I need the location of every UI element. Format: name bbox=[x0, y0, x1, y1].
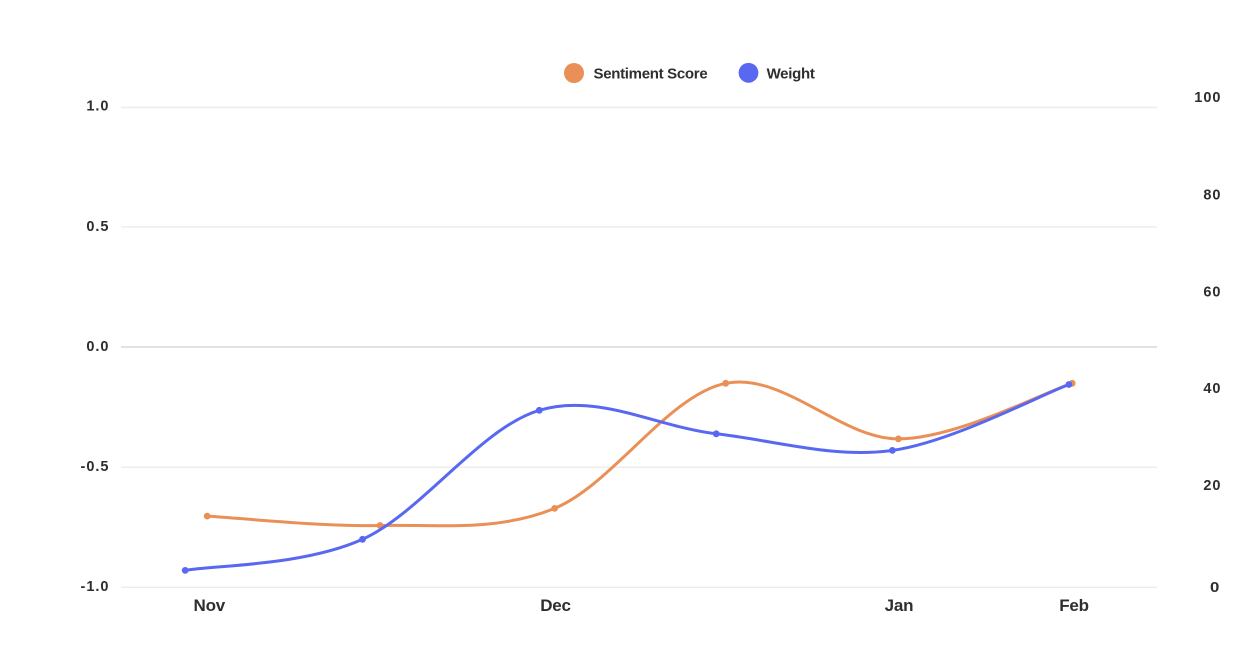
svg-text:1.0: 1.0 bbox=[86, 99, 109, 115]
svg-text:Weight: Weight bbox=[767, 66, 815, 83]
svg-text:Sentiment Score: Sentiment Score bbox=[594, 66, 708, 83]
svg-text:-1.0: -1.0 bbox=[81, 579, 110, 595]
svg-text:40: 40 bbox=[1203, 381, 1221, 397]
svg-text:Nov: Nov bbox=[194, 596, 226, 615]
svg-text:60: 60 bbox=[1203, 284, 1221, 300]
svg-text:Dec: Dec bbox=[540, 596, 571, 615]
svg-text:0.5: 0.5 bbox=[86, 219, 109, 235]
svg-text:Feb: Feb bbox=[1059, 596, 1089, 615]
svg-text:100: 100 bbox=[1194, 90, 1221, 106]
svg-text:80: 80 bbox=[1203, 188, 1221, 204]
svg-text:Jan: Jan bbox=[885, 596, 914, 615]
svg-text:-0.5: -0.5 bbox=[81, 459, 110, 475]
svg-text:0.0: 0.0 bbox=[86, 339, 109, 355]
svg-text:0: 0 bbox=[1210, 580, 1221, 596]
svg-text:20: 20 bbox=[1203, 478, 1221, 494]
